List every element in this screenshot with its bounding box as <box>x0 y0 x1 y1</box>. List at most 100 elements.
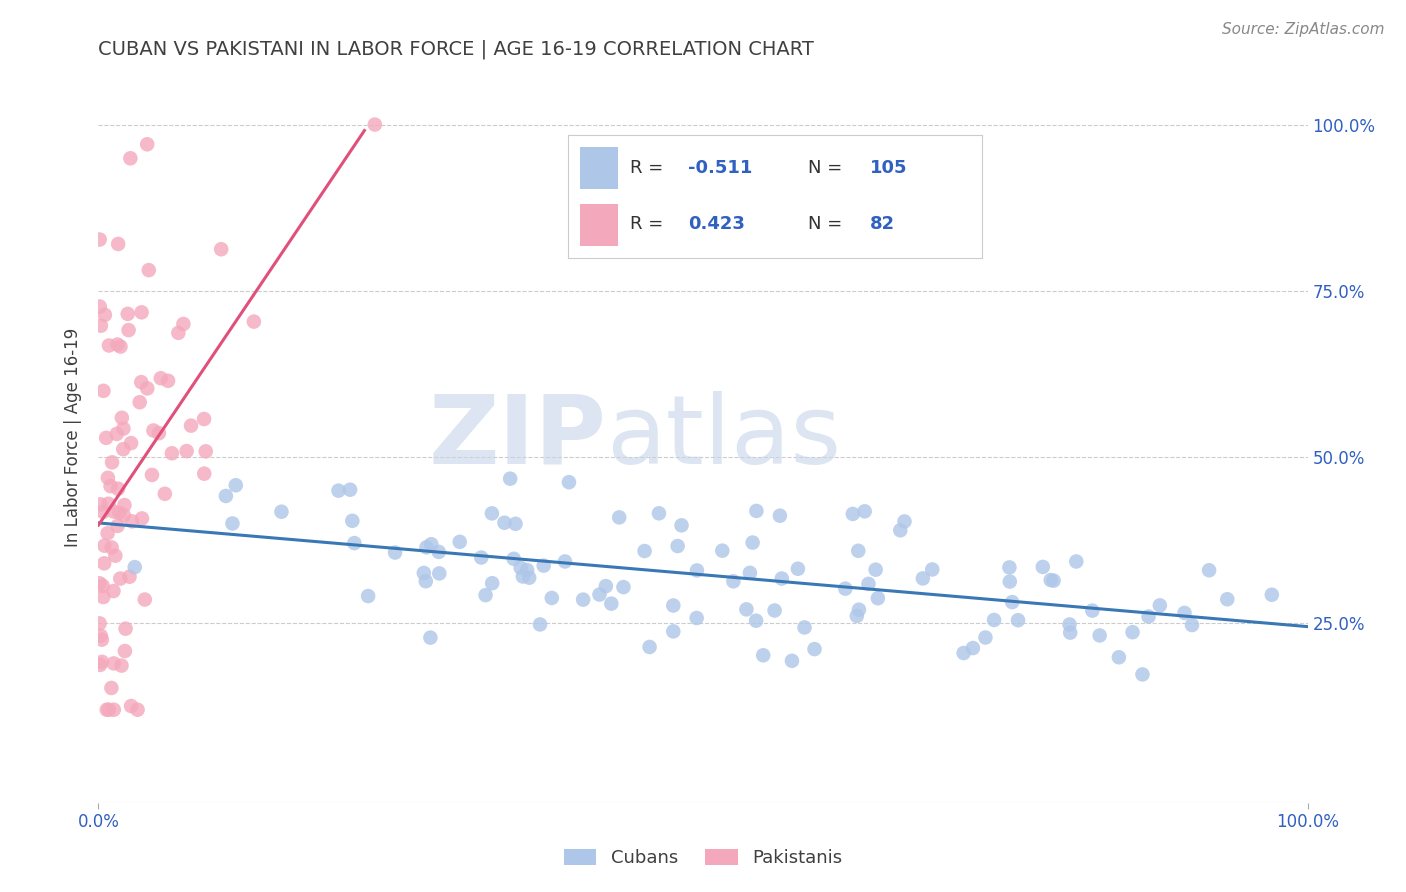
Point <box>148 426 170 441</box>
Text: 82: 82 <box>870 215 896 233</box>
Point <box>89 300 111 314</box>
Point <box>270 505 292 519</box>
Point <box>1137 609 1160 624</box>
Point <box>529 617 551 632</box>
Point <box>1198 563 1220 577</box>
Point <box>136 137 159 152</box>
Point <box>741 535 763 549</box>
Point <box>763 603 786 617</box>
Point <box>962 641 984 656</box>
Point <box>131 305 153 319</box>
Point <box>243 315 266 329</box>
Point <box>89 497 111 511</box>
Point <box>160 446 183 460</box>
Point <box>96 703 118 717</box>
Point <box>1261 588 1284 602</box>
Point <box>866 591 889 606</box>
Point <box>427 566 450 581</box>
Point <box>89 576 111 591</box>
Point <box>110 658 132 673</box>
Text: CUBAN VS PAKISTANI IN LABOR FORCE | AGE 16-19 CORRELATION CHART: CUBAN VS PAKISTANI IN LABOR FORCE | AGE … <box>98 39 814 59</box>
Point <box>97 703 120 717</box>
Point <box>494 516 516 530</box>
Point <box>983 613 1005 627</box>
Point <box>858 577 880 591</box>
Point <box>90 632 112 647</box>
Point <box>752 648 775 663</box>
Point <box>1181 618 1204 632</box>
Point <box>893 515 915 529</box>
Point <box>225 478 247 492</box>
Point <box>176 444 198 458</box>
Point <box>1059 625 1081 640</box>
Point <box>848 602 870 616</box>
Point <box>90 629 112 643</box>
Point <box>90 655 112 669</box>
Point <box>420 537 443 551</box>
Point <box>357 589 380 603</box>
Point <box>131 511 153 525</box>
Point <box>209 242 232 256</box>
Point <box>1042 574 1064 588</box>
Point <box>114 622 136 636</box>
Point <box>662 599 685 613</box>
Point <box>120 151 142 165</box>
Point <box>842 507 865 521</box>
Point <box>89 657 111 672</box>
Point <box>427 545 450 559</box>
Point <box>554 554 576 568</box>
Point <box>1149 599 1171 613</box>
Point <box>921 562 943 576</box>
Text: N =: N = <box>808 215 848 233</box>
Point <box>470 550 492 565</box>
Point <box>558 475 581 490</box>
Point <box>853 504 876 518</box>
Point <box>633 544 655 558</box>
Point <box>129 375 152 389</box>
Point <box>104 549 127 563</box>
Point <box>111 410 134 425</box>
Point <box>108 506 131 520</box>
Point <box>180 418 202 433</box>
Point <box>120 436 142 450</box>
Point <box>865 563 887 577</box>
Text: R =: R = <box>630 215 669 233</box>
Point <box>194 444 217 458</box>
Point <box>118 570 141 584</box>
Point <box>339 483 361 497</box>
Point <box>94 308 117 322</box>
Point <box>786 562 808 576</box>
Point <box>100 541 122 555</box>
Text: atlas: atlas <box>606 391 841 483</box>
Text: -0.511: -0.511 <box>688 159 752 177</box>
Point <box>1064 554 1087 568</box>
Point <box>107 337 129 351</box>
Point <box>103 703 125 717</box>
Point <box>110 572 132 586</box>
Point <box>90 318 112 333</box>
Point <box>612 580 634 594</box>
Point <box>502 551 524 566</box>
Text: N =: N = <box>808 159 848 177</box>
Point <box>120 699 142 714</box>
Point <box>157 374 180 388</box>
Point <box>889 524 911 538</box>
Point <box>89 616 111 631</box>
Point <box>91 579 114 593</box>
Point <box>793 620 815 634</box>
Point <box>101 455 124 469</box>
Point <box>481 576 503 591</box>
Point <box>803 642 825 657</box>
Point <box>221 516 243 531</box>
Point <box>107 519 129 533</box>
Point <box>93 557 115 571</box>
Point <box>138 263 160 277</box>
Point <box>136 381 159 395</box>
Legend: Cubans, Pakistanis: Cubans, Pakistanis <box>564 848 842 867</box>
Point <box>96 431 118 445</box>
Point <box>91 590 114 604</box>
Point <box>117 307 139 321</box>
Point <box>100 681 122 695</box>
Point <box>666 539 689 553</box>
Point <box>91 505 114 519</box>
